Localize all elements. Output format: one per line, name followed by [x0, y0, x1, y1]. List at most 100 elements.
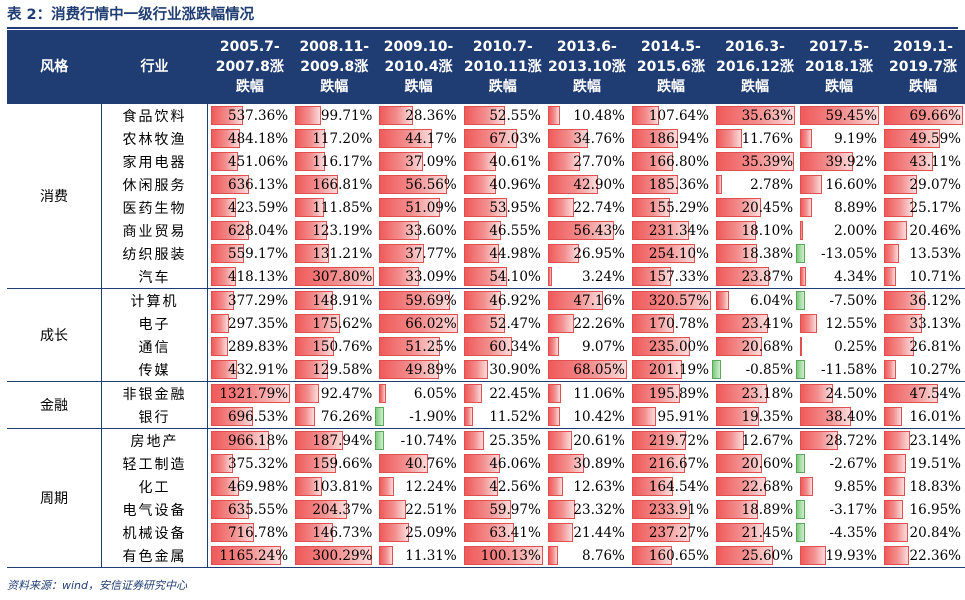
data-bar	[883, 314, 922, 333]
table-row: 通信 289.83% 150.76% 51.25% 60.34% 9.07% 235.00%…	[7, 335, 965, 358]
value-cell: 27.70%	[545, 150, 629, 173]
value-cell: 44.17%	[376, 127, 460, 150]
value-text: 19.51%	[909, 455, 961, 472]
header-period-1: 2005.7- 2007.8涨 跌幅	[207, 30, 293, 104]
value-text: 23.32%	[573, 501, 625, 518]
header-period-7: 2016.3- 2016.12涨 跌幅	[712, 30, 798, 104]
header-period-5: 2013.6- 2013.10涨 跌幅	[544, 30, 629, 104]
industry-cell: 农林牧渔	[101, 127, 209, 150]
value-cell: 60.34%	[461, 335, 545, 358]
value-text: 107.64%	[648, 107, 709, 124]
value-cell: 432.91%	[207, 358, 293, 382]
value-cell: 22.45%	[461, 382, 545, 406]
value-text: 37.77%	[405, 245, 457, 262]
data-bar	[211, 500, 250, 519]
value-text: 187.94%	[312, 432, 373, 449]
value-cell: 22.36%	[880, 544, 965, 568]
data-bar	[211, 267, 237, 286]
value-text: 46.92%	[489, 292, 541, 309]
value-text: 40.61%	[489, 153, 541, 170]
value-cell: 148.91%	[292, 289, 376, 313]
value-cell: 18.38%	[713, 242, 797, 265]
value-text: 166.80%	[648, 153, 709, 170]
data-bar	[463, 291, 501, 310]
value-text: 6.04%	[750, 292, 794, 309]
value-text: 16.60%	[825, 176, 877, 193]
value-cell: 59.97%	[461, 498, 545, 521]
value-cell: 10.71%	[880, 265, 965, 289]
data-bar	[379, 198, 441, 217]
value-cell: 2.00%	[797, 219, 881, 242]
value-cell: 99.71%	[292, 104, 376, 127]
data-bar	[379, 106, 414, 125]
data-bar	[800, 152, 854, 171]
data-bar	[796, 500, 806, 519]
header-style: 风格	[7, 30, 102, 104]
industry-cell: 商业贸易	[101, 219, 209, 242]
data-bar	[547, 244, 579, 263]
data-bar	[463, 106, 505, 125]
value-text: 59.97%	[489, 501, 541, 518]
industry-cell: 通信	[101, 335, 209, 358]
data-bar	[883, 337, 914, 356]
value-cell: 635.55%	[208, 498, 292, 521]
value-text: 160.65%	[648, 547, 709, 564]
value-text: 23.41%	[741, 315, 794, 332]
data-bar	[631, 431, 686, 450]
data-bar	[211, 314, 230, 333]
value-text: 66.02%	[405, 315, 457, 332]
value-cell: 11.76%	[713, 127, 797, 150]
value-cell: 16.01%	[880, 405, 965, 429]
data-bar	[631, 267, 671, 286]
data-bar	[463, 337, 512, 356]
value-cell: 18.89%	[713, 498, 797, 521]
value-text: 235.00%	[648, 338, 709, 355]
value-text: 146.73%	[312, 524, 373, 541]
data-bar	[715, 523, 764, 542]
industry-cell: 机械设备	[101, 521, 209, 544]
value-text: 164.54%	[648, 478, 709, 495]
value-text: 30.90%	[489, 361, 541, 378]
header-industry: 行业	[101, 30, 208, 104]
value-cell: 423.59%	[208, 196, 292, 219]
data-bar	[715, 198, 761, 217]
value-cell: 38.40%	[797, 405, 881, 429]
data-bar	[547, 384, 561, 403]
value-cell: 40.61%	[461, 150, 545, 173]
industry-cell: 食品饮料	[101, 104, 209, 127]
value-cell: 26.95%	[545, 242, 629, 265]
value-cell: 19.35%	[712, 405, 798, 429]
value-cell: 628.04%	[208, 219, 292, 242]
value-cell: 320.57%	[629, 289, 713, 313]
value-cell: 54.10%	[460, 265, 545, 289]
value-text: 423.59%	[227, 199, 289, 216]
data-bar	[715, 500, 758, 519]
table-row: 周期 房地产 966.18% 187.94% -10.74% 25.35% 20.61% 21…	[7, 428, 965, 568]
data-bar	[547, 198, 574, 217]
data-bar	[211, 360, 238, 379]
data-bar	[547, 291, 603, 310]
industry-cell: 休闲服务	[101, 173, 209, 196]
value-text: 11.06%	[573, 385, 625, 402]
value-cell: 170.78%	[629, 312, 713, 335]
value-text: 418.13%	[227, 268, 289, 285]
data-bar	[715, 384, 767, 403]
value-cell: 186.94%	[629, 127, 713, 150]
value-cell: 33.13%	[881, 312, 965, 335]
value-cell: 4.34%	[797, 265, 881, 289]
data-bar	[379, 152, 424, 171]
value-cell: 52.55%	[461, 104, 545, 127]
value-text: 25.09%	[405, 524, 457, 541]
value-text: 23.14%	[909, 432, 961, 449]
value-text: 307.80%	[312, 268, 373, 285]
value-text: 696.53%	[227, 408, 289, 425]
value-text: 49.59%	[909, 130, 961, 147]
value-text: 100.13%	[480, 547, 541, 564]
data-bar	[379, 337, 441, 356]
data-bar	[715, 477, 766, 496]
data-bar	[295, 291, 334, 310]
data-bar	[211, 291, 235, 310]
data-bar	[883, 198, 913, 217]
value-text: 23.87%	[741, 268, 794, 285]
value-text: -0.85%	[745, 361, 794, 378]
